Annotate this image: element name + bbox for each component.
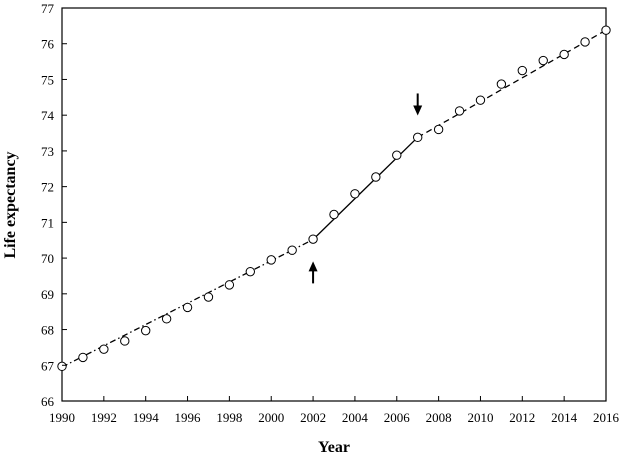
data-point — [287, 245, 297, 255]
x-tick-label: 2010 — [467, 410, 493, 425]
data-point — [182, 302, 193, 313]
x-tick-label: 2012 — [509, 410, 535, 425]
data-point — [496, 79, 507, 89]
x-axis-title: Year — [318, 439, 350, 456]
x-tick-label: 1998 — [216, 410, 242, 425]
data-point — [224, 280, 235, 290]
y-tick-label: 75 — [41, 72, 54, 87]
data-point — [78, 352, 88, 363]
plot-area-frame — [61, 7, 607, 402]
data-point — [120, 336, 130, 346]
x-tick-label: 2008 — [426, 410, 452, 425]
annotations — [308, 93, 423, 284]
data-point — [308, 234, 318, 244]
data-point — [392, 150, 402, 160]
data-point — [433, 124, 444, 135]
data-point — [266, 255, 276, 265]
y-tick-label: 69 — [41, 287, 54, 302]
data-point — [245, 266, 256, 277]
arrow-up-icon — [308, 261, 318, 284]
data-point — [601, 25, 611, 35]
x-tick-label: 2006 — [384, 410, 411, 425]
y-tick-label: 73 — [41, 144, 54, 159]
y-axis-title: Life expectancy — [2, 151, 19, 258]
x-tick-label: 2000 — [258, 410, 284, 425]
y-tick-label: 77 — [41, 1, 55, 16]
fit-line-dashed — [417, 29, 607, 138]
data-point — [99, 344, 109, 354]
y-tick-label: 76 — [41, 37, 55, 52]
data-point — [559, 49, 569, 60]
arrow-head — [308, 261, 318, 272]
y-tick-label: 71 — [41, 215, 54, 230]
data-points — [57, 25, 611, 372]
data-point — [371, 172, 381, 182]
data-point — [475, 95, 486, 105]
data-point — [329, 209, 339, 220]
data-point — [412, 132, 423, 143]
data-point — [454, 106, 465, 116]
x-tick-label: 1996 — [175, 410, 202, 425]
x-axis-ticks: 1990 1992 1994 1996 1998 2000 2002 2004 2006 2008… — [49, 396, 620, 425]
data-point — [538, 55, 548, 66]
y-tick-label: 70 — [41, 251, 54, 266]
x-tick-label: 2002 — [300, 410, 326, 425]
y-tick-label: 72 — [41, 180, 54, 195]
data-point — [203, 292, 214, 302]
data-point — [140, 325, 151, 336]
data-point — [580, 37, 590, 47]
data-point — [517, 65, 528, 76]
data-point — [350, 189, 360, 199]
x-tick-label: 1990 — [49, 410, 75, 425]
y-tick-label: 67 — [41, 358, 55, 373]
data-point — [161, 314, 172, 324]
x-tick-label: 1994 — [133, 410, 160, 425]
y-tick-label: 66 — [41, 394, 55, 409]
data-point — [57, 361, 67, 372]
fit-lines — [61, 29, 607, 368]
arrow-down-icon — [413, 93, 423, 116]
x-tick-label: 2004 — [342, 410, 369, 425]
y-tick-label: 68 — [41, 323, 54, 338]
x-tick-label: 2016 — [593, 410, 620, 425]
y-tick-label: 74 — [41, 108, 55, 123]
y-axis-ticks: 66 67 68 69 70 71 72 73 74 75 76 77 — [41, 1, 67, 409]
fit-line-solid — [312, 136, 419, 240]
arrow-head — [413, 105, 423, 116]
x-tick-label: 2014 — [551, 410, 578, 425]
x-tick-label: 1992 — [91, 410, 117, 425]
